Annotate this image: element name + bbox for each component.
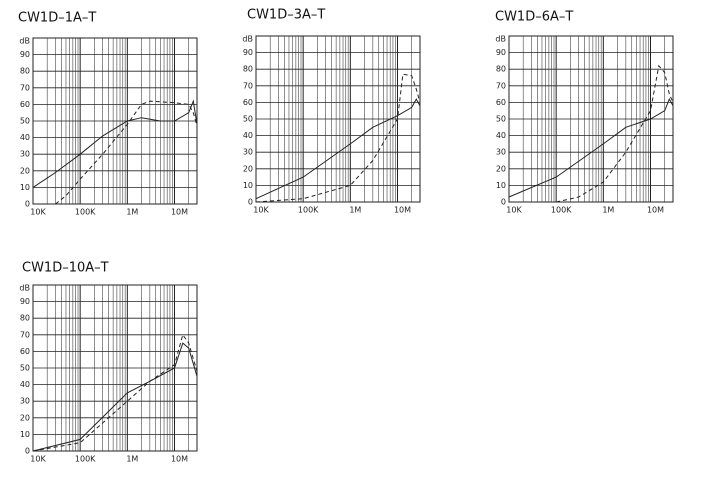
y-tick-label: 20 xyxy=(20,166,30,175)
curve xyxy=(55,100,198,205)
y-tick-label: 60 xyxy=(20,347,30,356)
y-tick-label: 20 xyxy=(20,413,30,422)
y-tick-label: 30 xyxy=(243,148,253,157)
y-tick-label: 80 xyxy=(243,65,253,74)
curve xyxy=(556,64,674,203)
y-tick-label: 70 xyxy=(243,81,253,90)
x-tick-label: 10M xyxy=(171,208,188,217)
y-tick-label: 80 xyxy=(496,65,506,74)
y-tick-label: 90 xyxy=(20,50,30,59)
y-tick-label: 60 xyxy=(496,98,506,107)
x-tick-label: 1M xyxy=(126,208,138,217)
chart-title: CW1D–3A–T xyxy=(247,8,325,23)
y-tick-label: 10 xyxy=(20,183,30,192)
x-tick-label: 100K xyxy=(75,208,96,217)
y-tick-label: 60 xyxy=(20,100,30,109)
y-tick-label: 0 xyxy=(25,447,30,456)
x-tick-label: 100K xyxy=(551,206,572,215)
x-tick-label: 10M xyxy=(394,206,411,215)
y-axis-label: dB xyxy=(19,284,30,293)
y-tick-label: 90 xyxy=(243,48,253,57)
plot-frame xyxy=(255,35,421,203)
chart-title: CW1D–6A–T xyxy=(495,10,573,25)
y-tick-label: 0 xyxy=(248,198,253,207)
chart: CW1D–6A–T 10K 100K 1M 10M 0 10 20 30 40 50 60 70 80 90… xyxy=(495,10,674,215)
y-tick-label: 10 xyxy=(243,181,253,190)
y-tick-label: 30 xyxy=(496,148,506,157)
y-tick-label: 50 xyxy=(20,364,30,373)
y-tick-label: 60 xyxy=(243,98,253,107)
curve xyxy=(508,97,674,198)
x-tick-label: 10M xyxy=(171,455,188,464)
y-tick-label: 30 xyxy=(20,150,30,159)
x-tick-label: 10K xyxy=(30,208,46,217)
x-tick-label: 100K xyxy=(75,455,96,464)
curve xyxy=(32,99,198,188)
chart: CW1D–3A–T 10K 100K 1M 10M 0 10 20 30 40 50 60 70 80 90… xyxy=(242,8,421,215)
x-tick-label: 100K xyxy=(298,206,319,215)
curve xyxy=(255,73,421,203)
x-tick-label: 10K xyxy=(30,455,46,464)
y-tick-label: 0 xyxy=(25,200,30,209)
y-tick-label: 70 xyxy=(496,81,506,90)
chart-title: CW1D–10A–T xyxy=(22,261,109,276)
y-axis-label: dB xyxy=(19,37,30,46)
y-axis-label: dB xyxy=(495,35,506,44)
y-tick-label: 70 xyxy=(20,330,30,339)
plot-frame xyxy=(32,284,198,452)
x-tick-label: 1M xyxy=(349,206,361,215)
y-tick-label: 20 xyxy=(243,164,253,173)
x-tick-label: 10M xyxy=(647,206,664,215)
y-tick-label: 0 xyxy=(501,198,506,207)
y-tick-label: 70 xyxy=(20,83,30,92)
y-tick-label: 40 xyxy=(496,131,506,140)
y-tick-label: 40 xyxy=(20,380,30,389)
y-tick-label: 50 xyxy=(496,115,506,124)
curve xyxy=(255,98,421,200)
chart-title: CW1D–1A–T xyxy=(18,11,96,26)
y-tick-label: 80 xyxy=(20,314,30,323)
curve xyxy=(32,342,198,452)
x-tick-label: 10K xyxy=(253,206,269,215)
chart: CW1D–1A–T 10K 100K 1M 10M 0 10 20 30 40 50 60 70 80 90… xyxy=(18,11,198,217)
y-tick-label: 20 xyxy=(496,164,506,173)
y-tick-label: 40 xyxy=(20,133,30,142)
x-tick-label: 1M xyxy=(126,455,138,464)
y-tick-label: 90 xyxy=(496,48,506,57)
y-tick-label: 50 xyxy=(20,117,30,126)
chart: CW1D–10A–T 10K 100K 1M 10M 0 10 20 30 40 50 60 70 80 9… xyxy=(19,261,198,464)
y-axis-label: dB xyxy=(242,35,253,44)
y-tick-label: 50 xyxy=(243,115,253,124)
plot-frame xyxy=(508,35,674,203)
x-tick-label: 1M xyxy=(602,206,614,215)
x-tick-label: 10K xyxy=(506,206,522,215)
y-tick-label: 30 xyxy=(20,397,30,406)
y-tick-label: 80 xyxy=(20,67,30,76)
y-tick-label: 10 xyxy=(20,430,30,439)
y-tick-label: 40 xyxy=(243,131,253,140)
plot-frame xyxy=(32,37,198,205)
y-tick-label: 10 xyxy=(496,181,506,190)
y-tick-label: 90 xyxy=(20,297,30,306)
curve xyxy=(32,333,198,452)
